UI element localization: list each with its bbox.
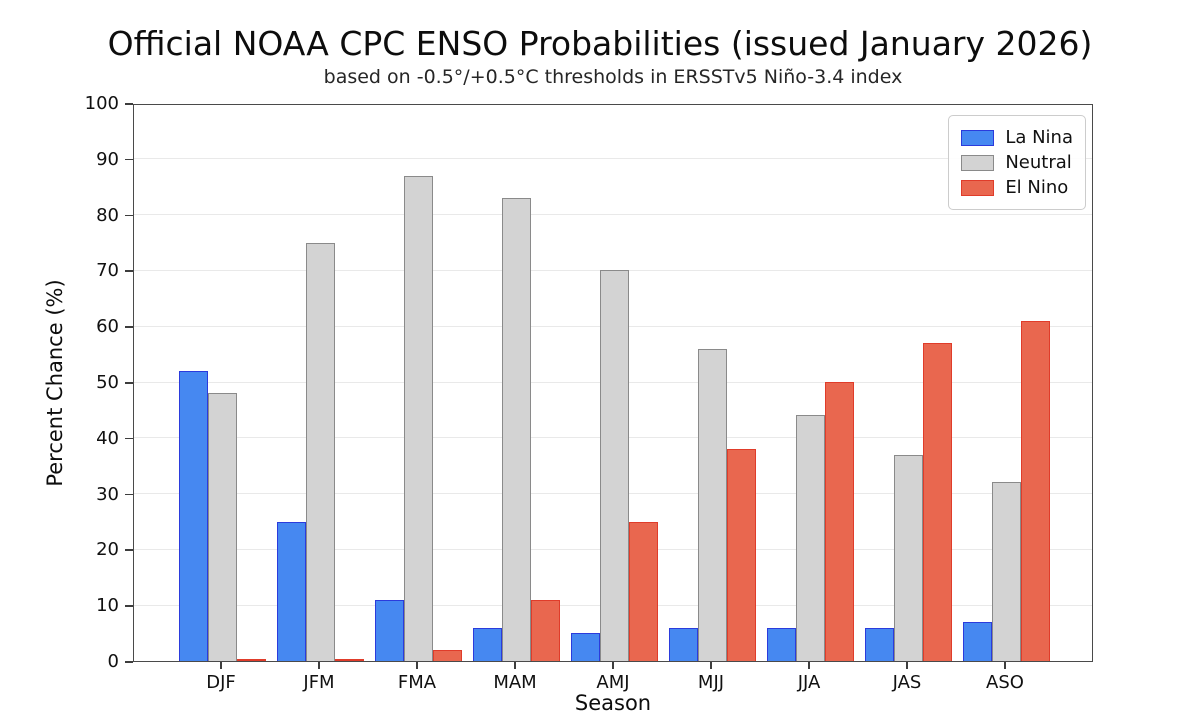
bar-neutral-amj — [599, 270, 629, 661]
y-tick-label: 10 — [96, 595, 119, 617]
bar-la-nina-mam — [472, 627, 502, 661]
x-tick-label: ASO — [986, 672, 1024, 693]
y-tick-mark — [125, 437, 133, 440]
chart-title: Official NOAA CPC ENSO Probabilities (is… — [107, 24, 1093, 63]
legend-label: El Nino — [1005, 177, 1069, 198]
y-tick-label: 50 — [96, 372, 119, 393]
y-tick-mark — [125, 326, 133, 328]
x-tick-label: FMA — [397, 672, 437, 693]
x-tick-mark — [612, 662, 614, 669]
y-tick-mark — [125, 158, 133, 161]
x-tick-mark — [416, 662, 418, 669]
bar-neutral-mam — [501, 197, 531, 661]
bar-la-nina-fma — [374, 599, 404, 661]
y-tick-mark — [125, 270, 133, 272]
x-tick-mark — [318, 662, 320, 669]
chart-subtitle: based on -0.5°/+0.5°C thresholds in ERSS… — [323, 66, 903, 88]
bar-el-nino-mjj — [726, 448, 756, 661]
bar-el-nino-fma — [432, 649, 462, 661]
bar-el-nino-djf — [236, 659, 266, 661]
y-tick-label: 60 — [96, 316, 119, 338]
legend-item-el-nino: El Nino — [961, 175, 1073, 200]
y-tick-mark — [125, 103, 133, 105]
x-tick-label: MJJ — [697, 672, 725, 693]
y-tick-label: 80 — [96, 204, 119, 226]
x-tick-label: JFM — [303, 672, 335, 693]
plot-area: La Nina Neutral El Nino — [133, 104, 1093, 662]
legend: La Nina Neutral El Nino — [948, 115, 1086, 210]
bar-la-nina-amj — [570, 633, 600, 661]
bar-la-nina-jfm — [276, 521, 306, 661]
x-tick-mark — [1004, 662, 1006, 669]
bar-el-nino-aso — [1020, 320, 1050, 661]
x-axis-label: Season — [574, 691, 652, 715]
bar-la-nina-jas — [864, 627, 894, 661]
y-tick-mark — [125, 382, 133, 384]
y-tick-label: 20 — [96, 539, 119, 561]
y-tick-label: 90 — [96, 148, 119, 170]
x-tick-mark — [906, 662, 908, 669]
bar-neutral-jja — [795, 415, 825, 661]
bar-neutral-mjj — [697, 348, 727, 661]
y-tick-label: 100 — [84, 93, 119, 114]
x-tick-mark — [514, 662, 516, 669]
y-tick-label: 70 — [96, 260, 119, 282]
bar-neutral-jfm — [305, 242, 335, 661]
legend-swatch-el-nino — [961, 179, 995, 196]
bar-neutral-fma — [403, 175, 433, 661]
y-axis-label: Percent Chance (%) — [43, 279, 67, 487]
bar-el-nino-jfm — [334, 659, 364, 661]
y-tick-mark — [125, 661, 133, 663]
bar-el-nino-mam — [530, 599, 560, 661]
y-tick-label: 30 — [96, 483, 119, 505]
legend-label: Neutral — [1005, 152, 1072, 173]
x-tick-label: JAS — [892, 672, 922, 693]
bar-neutral-jas — [893, 454, 923, 661]
bar-la-nina-aso — [962, 621, 992, 661]
bar-el-nino-amj — [628, 521, 658, 661]
x-tick-label: AMJ — [596, 672, 630, 693]
bar-el-nino-jas — [922, 342, 952, 661]
x-tick-mark — [220, 662, 222, 669]
y-tick-mark — [125, 493, 133, 496]
bar-la-nina-djf — [178, 370, 208, 661]
bar-la-nina-jja — [766, 627, 796, 661]
legend-swatch-neutral — [961, 154, 995, 171]
x-tick-label: DJF — [206, 672, 236, 693]
y-tick-mark — [125, 549, 133, 551]
bar-la-nina-mjj — [668, 627, 698, 661]
y-tick-label: 40 — [96, 427, 119, 449]
legend-swatch-la-nina — [961, 129, 995, 146]
bar-neutral-aso — [991, 482, 1021, 661]
legend-item-neutral: Neutral — [961, 150, 1073, 175]
gridline — [134, 214, 1092, 216]
x-tick-label: JJA — [797, 672, 821, 693]
legend-label: La Nina — [1005, 127, 1073, 148]
bar-el-nino-jja — [824, 382, 854, 661]
x-tick-label: MAM — [493, 672, 537, 693]
y-tick-mark — [125, 214, 133, 217]
y-tick-mark — [125, 605, 133, 607]
gridline — [134, 158, 1092, 160]
bar-neutral-djf — [207, 393, 237, 661]
x-tick-mark — [710, 662, 712, 669]
x-tick-mark — [808, 662, 810, 669]
y-tick-label: 0 — [107, 651, 119, 672]
legend-item-la-nina: La Nina — [961, 125, 1073, 150]
